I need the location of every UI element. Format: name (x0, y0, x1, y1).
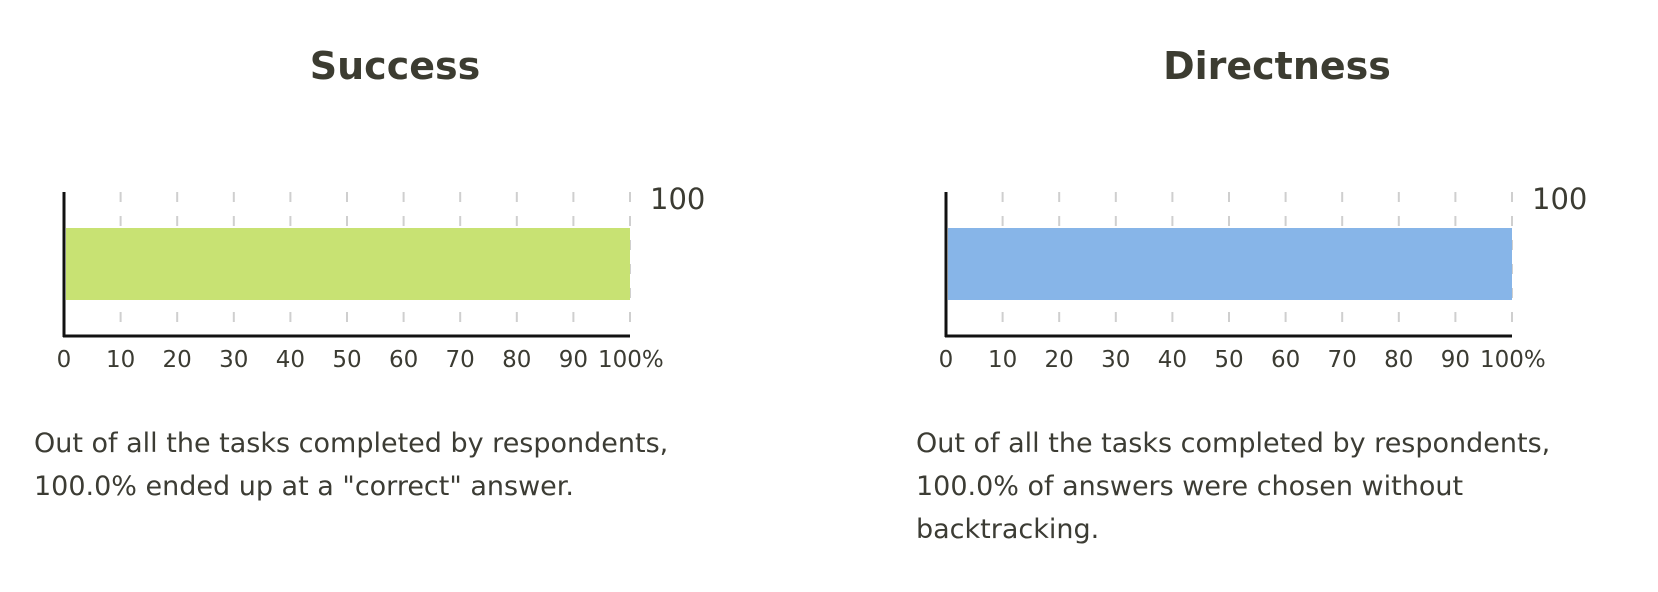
x-tick-label: 50 (1214, 347, 1243, 373)
directness-caption: Out of all the tasks completed by respon… (916, 428, 1551, 545)
directness-chart: 100 0 10 20 30 40 50 60 70 80 90 100% (939, 182, 1588, 373)
x-tick-label: 10 (988, 347, 1017, 373)
bar-value-label: 100 (650, 182, 705, 216)
bar (66, 228, 630, 300)
x-tick-label: 70 (1328, 347, 1357, 373)
x-tick-label: 20 (163, 347, 192, 373)
success-chart: 100 0 10 20 30 40 50 60 70 80 90 100% (57, 182, 706, 373)
x-tick-label: 40 (1158, 347, 1187, 373)
x-tick-label: 30 (1101, 347, 1130, 373)
x-tick-label: 80 (502, 347, 531, 373)
x-tick-label: 10 (106, 347, 135, 373)
x-tick-label: 30 (219, 347, 248, 373)
x-tick-label: 90 (1441, 347, 1470, 373)
success-caption: Out of all the tasks completed by respon… (34, 428, 669, 502)
x-tick-label: 70 (446, 347, 475, 373)
x-tick-label: 0 (57, 347, 72, 373)
x-tick-label: 60 (1271, 347, 1300, 373)
x-tick-label: 100% (1480, 347, 1546, 373)
x-tick-label: 20 (1045, 347, 1074, 373)
directness-panel: Directness 100 0 10 20 30 40 50 60 70 80 90 100% Ou… (882, 0, 1658, 592)
x-tick-label: 90 (559, 347, 588, 373)
bar (948, 228, 1512, 300)
x-tick-label: 50 (332, 347, 361, 373)
x-tick-label: 100% (598, 347, 664, 373)
directness-title: Directness (1163, 44, 1391, 88)
x-tick-label: 60 (389, 347, 418, 373)
x-tick-label: 0 (939, 347, 954, 373)
x-tick-label: 80 (1384, 347, 1413, 373)
success-panel: Success 100 0 10 20 30 40 50 60 70 80 90 100% Out o… (34, 44, 706, 502)
bar-value-label: 100 (1532, 182, 1587, 216)
success-title: Success (309, 44, 481, 88)
x-tick-label: 40 (276, 347, 305, 373)
